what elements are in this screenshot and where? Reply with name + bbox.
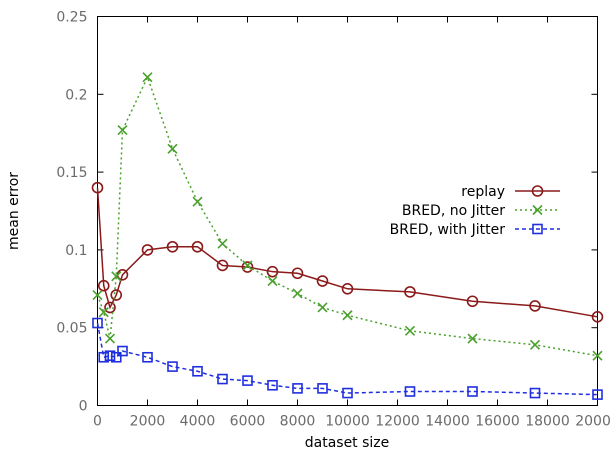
data-point-square [92,317,103,329]
data-point-square [167,361,178,372]
data-point-square [404,386,416,397]
x-tick-label: 0 [93,414,102,430]
data-point-x [92,289,103,301]
data-point-square [242,375,253,386]
data-point-circle [91,181,104,194]
x-tick-label: 10000 [325,414,370,430]
data-point-circle [591,311,604,323]
y-tick-label: 0.25 [56,10,87,26]
data-point-square [529,387,541,399]
data-point-x [267,275,278,287]
y-tick-label: 0 [79,399,88,415]
x-tick-label: 2000 [130,414,166,430]
data-point-x [532,204,543,216]
data-point-circle [466,295,479,308]
data-point-x [292,288,303,299]
x-tick-label: 6000 [230,414,266,430]
data-point-x [217,238,228,249]
data-point-x [192,196,203,207]
series-0 [91,181,604,323]
data-point-square [217,373,228,385]
x-tick-label: 14000 [425,414,470,430]
data-point-x [404,325,416,336]
legend-label: BRED, with Jitter [390,222,506,238]
data-point-x [167,143,178,154]
series-layer [91,72,604,400]
series-line [96,187,598,318]
x-tick-label: 16000 [475,414,520,430]
data-point-circle [266,265,279,278]
data-point-x [242,260,253,271]
data-point-square [532,223,543,235]
x-tick-label: 4000 [180,414,216,430]
data-point-square [110,351,122,363]
plot-frame [97,16,598,406]
data-point-circle [531,185,544,197]
data-point-square [292,383,303,394]
x-tick-label: 8000 [280,414,316,430]
x-tick-label: 12000 [375,414,420,430]
data-point-x [111,271,122,282]
data-point-circle [110,289,123,301]
y-axis-title: mean error [6,172,22,250]
data-point-square [117,345,128,357]
data-point-circle [141,244,154,256]
y-tick-label: 0.2 [65,87,87,103]
data-point-square [98,351,110,363]
data-point-circle [216,259,229,272]
legend-label: BRED, no Jitter [402,203,505,219]
y-tick-label: 0.05 [56,321,87,337]
data-point-square [104,350,116,362]
x-axis-title: dataset size [305,435,390,451]
x-tick-label: 18000 [525,414,570,430]
series-2 [92,317,603,400]
series-line [96,75,598,357]
data-point-x [592,350,603,361]
data-point-square [317,383,328,394]
data-point-circle [404,286,416,298]
data-point-square [192,365,203,377]
data-point-x [104,333,116,344]
data-point-square [267,379,278,391]
legend-label: replay [461,184,505,200]
data-point-circle [166,240,179,253]
y-tick-label: 0.1 [65,243,87,259]
data-point-square [592,389,603,400]
data-point-circle [104,301,116,314]
y-tick-label: 0.15 [56,165,87,181]
data-point-circle [241,261,254,273]
series-1 [92,72,603,361]
data-point-x [317,302,328,313]
data-point-circle [291,267,304,280]
data-point-circle [191,240,204,253]
data-point-square [142,351,153,363]
data-point-circle [97,279,110,292]
data-point-x [467,333,478,344]
data-point-circle [529,300,541,312]
axis-ticks: 0 2000 4000 6000 8000 10000 12000 14000 16000 180… [56,10,610,430]
legend: replay BRED, no Jitter BRED, with Jitter [390,184,560,238]
data-point-circle [341,282,354,295]
data-point-x [98,307,109,318]
data-point-square [467,386,478,397]
data-point-x [529,339,541,350]
data-point-circle [316,275,329,287]
data-point-x [142,72,153,83]
data-point-x [342,310,353,321]
data-point-x [117,125,128,136]
series-line [96,322,598,396]
data-point-square [342,387,353,399]
